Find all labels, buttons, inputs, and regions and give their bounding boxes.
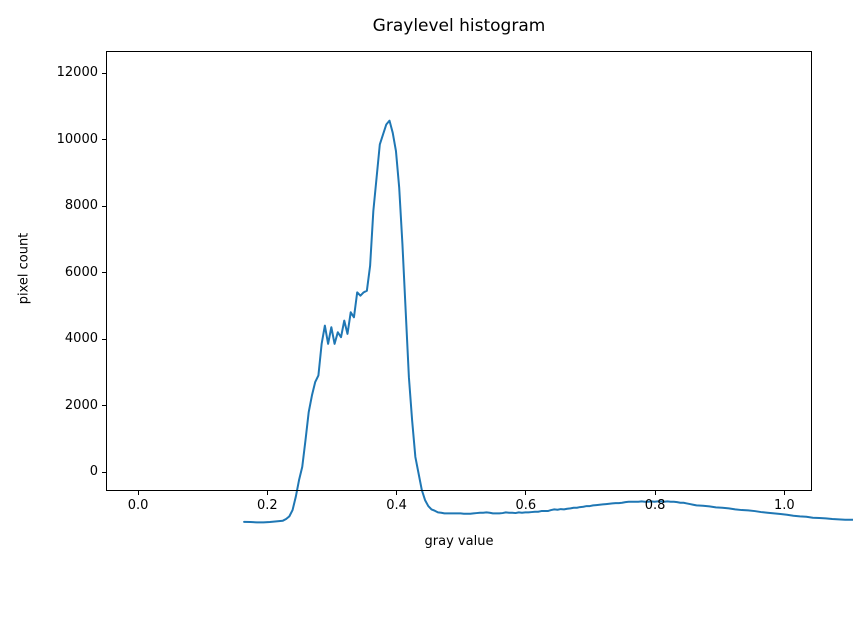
x-tick-label: 1.0 [764, 498, 804, 513]
axis-spine [106, 51, 107, 491]
figure: Graylevel histogram gray value pixel cou… [0, 0, 853, 577]
x-tick-label: 0.4 [377, 498, 417, 513]
axis-spine [106, 51, 812, 52]
plot-area [106, 51, 812, 491]
y-tick-label: 8000 [65, 198, 98, 213]
y-axis-label: pixel count [17, 209, 32, 329]
chart-title: Graylevel histogram [309, 16, 609, 36]
y-tick-label: 6000 [65, 265, 98, 280]
x-tick [655, 491, 656, 495]
axis-spine [811, 51, 812, 491]
y-tick [102, 139, 106, 140]
axis-spine [106, 490, 812, 491]
y-tick-label: 2000 [65, 398, 98, 413]
y-tick [102, 339, 106, 340]
y-tick-label: 4000 [65, 331, 98, 346]
y-tick [102, 472, 106, 473]
histogram-line [244, 121, 853, 523]
x-tick [396, 491, 397, 495]
y-tick [102, 73, 106, 74]
x-tick-label: 0.2 [247, 498, 287, 513]
x-axis-label: gray value [359, 534, 559, 549]
y-tick [102, 206, 106, 207]
x-tick-label: 0.8 [635, 498, 675, 513]
y-tick [102, 272, 106, 273]
y-tick-label: 0 [90, 464, 98, 479]
x-tick-label: 0.0 [118, 498, 158, 513]
x-tick-label: 0.6 [506, 498, 546, 513]
y-tick [102, 405, 106, 406]
y-tick-label: 12000 [57, 65, 98, 80]
x-tick [525, 491, 526, 495]
x-tick [138, 491, 139, 495]
x-tick [267, 491, 268, 495]
x-tick [784, 491, 785, 495]
y-tick-label: 10000 [57, 132, 98, 147]
